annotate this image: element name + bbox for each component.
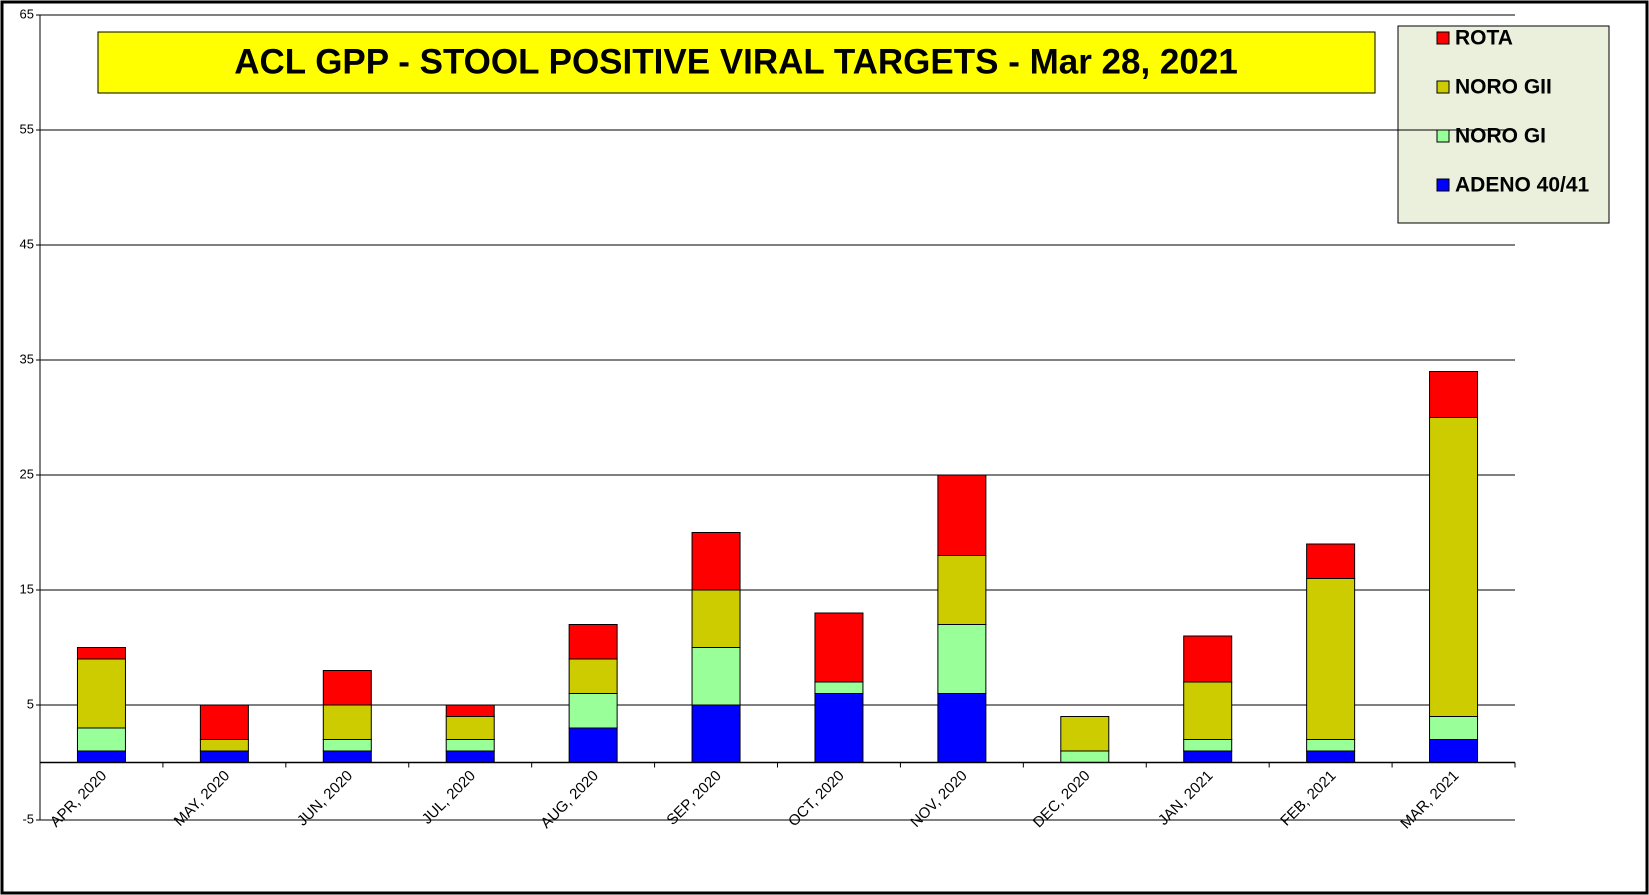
bar-segment	[814, 612, 864, 683]
bar-segment	[445, 750, 495, 763]
bar-segment	[937, 474, 987, 556]
bar-segment	[445, 739, 495, 752]
bar-segment	[937, 693, 987, 763]
y-tick-label: 55	[20, 121, 34, 136]
bar-segment	[199, 739, 249, 752]
bar-segment	[445, 716, 495, 740]
bar-segment	[322, 670, 372, 706]
bar-segment	[322, 750, 372, 763]
bar-segment	[691, 532, 741, 591]
bar-segment	[199, 750, 249, 763]
y-tick-label: 15	[20, 581, 34, 596]
bar-segment	[76, 658, 126, 729]
legend-label: NORO GI	[1455, 125, 1546, 148]
legend-label: ADENO 40/41	[1455, 174, 1590, 197]
legend-label: NORO GII	[1455, 76, 1552, 99]
bar-segment	[568, 727, 618, 763]
bar-segment	[691, 589, 741, 648]
bar-segment	[691, 704, 741, 763]
y-tick-label: -5	[22, 811, 34, 826]
bar-segment	[445, 704, 495, 717]
bar-segment	[1429, 716, 1479, 740]
y-tick-label: 35	[20, 351, 34, 366]
legend-swatch	[1436, 31, 1450, 45]
bar-segment	[1306, 739, 1356, 752]
bar-segment	[322, 739, 372, 752]
bar-segment	[1306, 578, 1356, 740]
bar-segment	[1306, 750, 1356, 763]
bar-segment	[76, 750, 126, 763]
legend-swatch	[1436, 80, 1450, 94]
bar-segment	[568, 624, 618, 660]
bar-segment	[568, 658, 618, 694]
bar-segment	[1306, 543, 1356, 579]
bar-segment	[814, 693, 864, 763]
bar-segment	[937, 555, 987, 625]
bar-segment	[76, 727, 126, 752]
bar-segment	[1429, 417, 1479, 717]
legend-label: ROTA	[1455, 27, 1513, 50]
y-tick-label: 45	[20, 236, 34, 251]
bar-segment	[1183, 635, 1233, 683]
bar-segment	[1183, 739, 1233, 752]
y-tick-label: 25	[20, 466, 34, 481]
legend-box	[1397, 25, 1610, 224]
bar-segment	[937, 624, 987, 694]
bar-segment	[1429, 371, 1479, 418]
title-box	[97, 31, 1376, 94]
bar-segment	[568, 693, 618, 729]
bar-segment	[814, 681, 864, 694]
y-tick-label: 65	[20, 6, 34, 21]
bar-segment	[1060, 750, 1110, 763]
bar-segment	[199, 704, 249, 740]
bar-segment	[1429, 739, 1479, 763]
y-tick-label: 5	[27, 696, 34, 711]
bar-segment	[1183, 681, 1233, 740]
bar-segment	[691, 647, 741, 706]
chart-title: ACL GPP - STOOL POSITIVE VIRAL TARGETS -…	[234, 42, 1238, 81]
legend-swatch	[1436, 178, 1450, 192]
bar-segment	[1060, 716, 1110, 752]
legend-swatch	[1436, 129, 1450, 143]
bar-segment	[322, 704, 372, 740]
bar-segment	[1183, 750, 1233, 763]
bar-segment	[76, 647, 126, 660]
